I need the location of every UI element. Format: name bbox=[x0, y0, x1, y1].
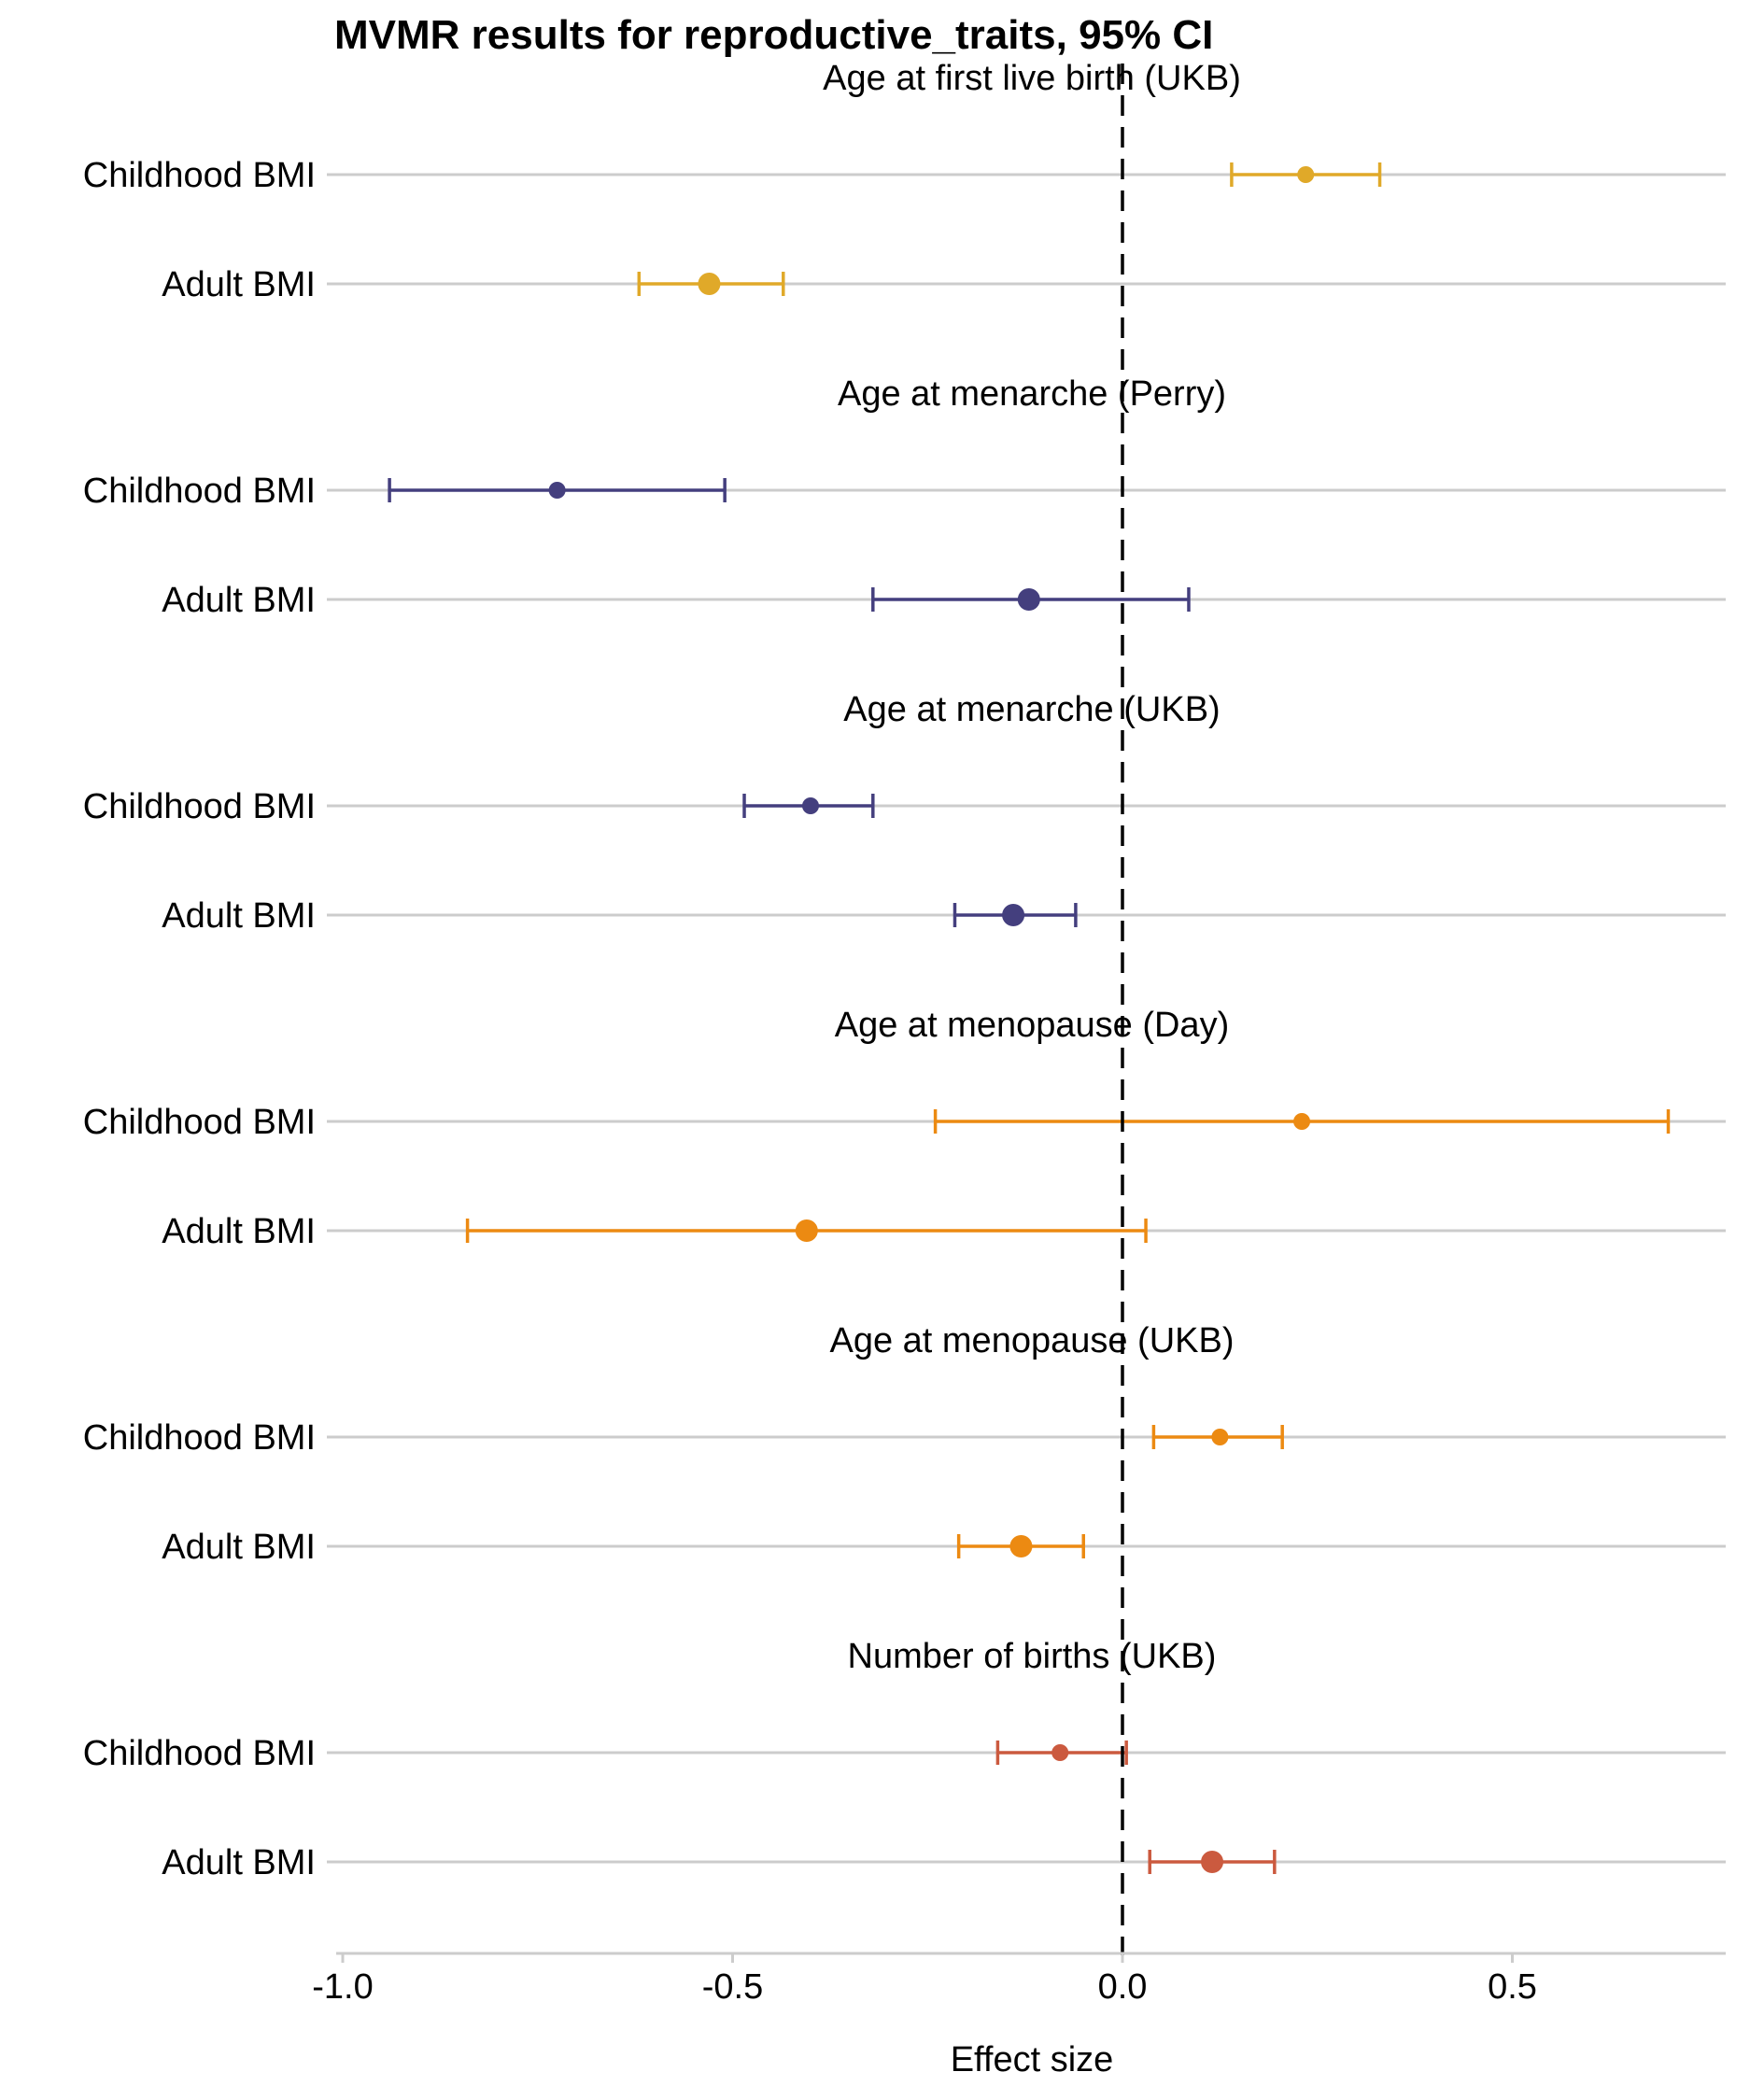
x-tick-label: 0.5 bbox=[1488, 1967, 1537, 2007]
point-estimate bbox=[1297, 166, 1315, 183]
panel-2: Age at menarche (Perry) Childhood BMI Adul… bbox=[83, 374, 1726, 620]
row-label: Adult BMI bbox=[162, 1212, 316, 1251]
row-label: Childhood BMI bbox=[83, 787, 316, 826]
row-label: Childhood BMI bbox=[83, 1103, 316, 1142]
chart-title: MVMR results for reproductive_traits, 95… bbox=[334, 12, 1213, 58]
panel-1: Age at first live birth (UKB) Childhood B… bbox=[83, 59, 1726, 304]
row-label: Adult BMI bbox=[162, 1528, 316, 1567]
x-axis-title: Effect size bbox=[951, 2040, 1114, 2079]
panel-3: Age at menarche (UKB) Childhood BMI Adult … bbox=[83, 690, 1726, 936]
point-estimate bbox=[795, 1219, 818, 1242]
row-label: Adult BMI bbox=[162, 265, 316, 304]
x-tick-label: -0.5 bbox=[702, 1967, 763, 2007]
row-label: Adult BMI bbox=[162, 1843, 316, 1882]
point-estimate bbox=[1009, 1535, 1033, 1557]
row-label: Childhood BMI bbox=[83, 472, 316, 511]
x-tick-label: 0.0 bbox=[1098, 1967, 1148, 2007]
row-label: Adult BMI bbox=[162, 581, 316, 620]
point-estimate bbox=[1211, 1429, 1229, 1445]
panel-title: Age at first live birth (UKB) bbox=[823, 59, 1241, 98]
panel-5: Age at menopause (UKB) Childhood BMI Adult… bbox=[83, 1321, 1726, 1567]
x-tick-label: -1.0 bbox=[312, 1967, 373, 2007]
point-estimate bbox=[1017, 588, 1040, 611]
point-estimate bbox=[698, 273, 721, 295]
point-estimate bbox=[1293, 1113, 1311, 1130]
point-estimate bbox=[1201, 1851, 1224, 1873]
panel-title: Age at menarche (UKB) bbox=[843, 690, 1220, 729]
row-label: Childhood BMI bbox=[83, 1418, 316, 1458]
row-label: Childhood BMI bbox=[83, 1734, 316, 1773]
row-label: Adult BMI bbox=[162, 896, 316, 936]
panel-title: Number of births (UKB) bbox=[848, 1637, 1217, 1676]
panel-6: Number of births (UKB) Childhood BMI Adult… bbox=[83, 1637, 1726, 1882]
x-axis: -1.0 -0.5 0.0 0.5 bbox=[312, 1952, 1726, 2007]
point-estimate bbox=[1051, 1744, 1069, 1761]
panel-title: Age at menopause (UKB) bbox=[829, 1321, 1234, 1360]
panel-title: Age at menarche (Perry) bbox=[838, 374, 1226, 414]
panels-layer: Age at first live birth (UKB) Childhood B… bbox=[83, 59, 1726, 1882]
point-estimate bbox=[548, 482, 566, 499]
panel-4: Age at menopause (Day) Childhood BMI Adult… bbox=[83, 1006, 1726, 1251]
row-label: Childhood BMI bbox=[83, 156, 316, 195]
point-estimate bbox=[1002, 904, 1025, 926]
panel-title: Age at menopause (Day) bbox=[835, 1006, 1229, 1045]
point-estimate bbox=[802, 797, 819, 814]
